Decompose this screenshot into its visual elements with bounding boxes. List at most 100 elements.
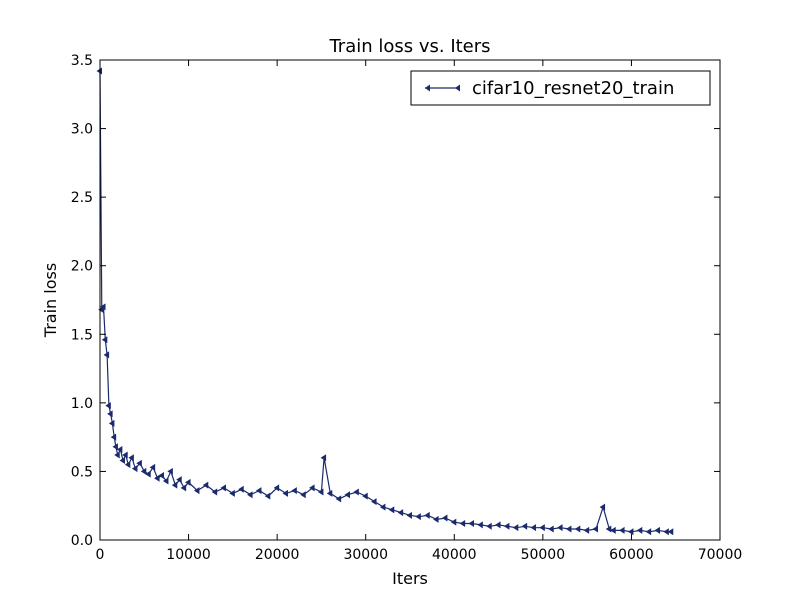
data-point-0-74 bbox=[583, 526, 590, 534]
data-point-0-17 bbox=[136, 459, 142, 467]
data-point-0-79 bbox=[619, 526, 625, 534]
y-tick-label-5: 2.5 bbox=[71, 190, 93, 206]
data-point-0-78 bbox=[610, 526, 616, 534]
data-point-0-19 bbox=[145, 470, 151, 478]
y-tick-label-3: 1.5 bbox=[71, 327, 93, 343]
data-point-0-75 bbox=[592, 525, 598, 533]
data-point-0-85 bbox=[667, 528, 674, 536]
data-point-0-44 bbox=[320, 454, 327, 462]
legend: cifar10_resnet20_train bbox=[410, 70, 711, 106]
legend-box bbox=[410, 70, 711, 106]
data-point-0-64 bbox=[495, 521, 501, 529]
data-point-0-3 bbox=[101, 336, 108, 344]
data-point-0-82 bbox=[645, 528, 652, 536]
data-point-0-49 bbox=[362, 492, 368, 500]
x-tick-label-5: 50000 bbox=[521, 547, 566, 563]
y-tick-label-7: 3.5 bbox=[71, 53, 93, 69]
data-point-0-57 bbox=[433, 515, 439, 523]
data-point-0-29 bbox=[193, 487, 200, 495]
data-point-0-84 bbox=[663, 528, 669, 536]
y-tick-label-2: 1.0 bbox=[71, 396, 93, 412]
data-point-0-10 bbox=[114, 451, 120, 459]
data-point-0-0 bbox=[96, 67, 102, 75]
data-point-0-68 bbox=[530, 524, 536, 532]
data-point-0-67 bbox=[521, 522, 528, 530]
data-point-0-40 bbox=[291, 487, 297, 495]
x-tick-label-6: 60000 bbox=[609, 547, 654, 563]
data-point-0-59 bbox=[450, 518, 457, 526]
data-point-0-76 bbox=[599, 503, 606, 511]
data-point-0-66 bbox=[512, 524, 519, 532]
data-point-0-26 bbox=[176, 476, 182, 484]
y-axis-label: Train loss bbox=[41, 263, 60, 338]
data-point-0-42 bbox=[309, 484, 315, 492]
data-point-0-77 bbox=[605, 525, 612, 533]
y-tick-label-0: 0.0 bbox=[71, 533, 93, 549]
data-point-0-56 bbox=[424, 511, 430, 519]
data-point-0-24 bbox=[167, 467, 173, 475]
series-layer bbox=[96, 67, 674, 536]
data-point-0-30 bbox=[202, 481, 209, 489]
data-point-0-62 bbox=[477, 521, 483, 529]
data-point-0-65 bbox=[503, 522, 510, 530]
x-tick-label-4: 40000 bbox=[432, 547, 477, 563]
data-point-0-54 bbox=[406, 511, 412, 519]
data-point-0-69 bbox=[539, 524, 545, 532]
data-point-0-33 bbox=[229, 489, 235, 497]
legend-marker-left bbox=[425, 84, 430, 92]
data-point-0-50 bbox=[371, 498, 377, 506]
data-point-0-18 bbox=[140, 467, 147, 475]
x-tick-label-2: 20000 bbox=[255, 547, 300, 563]
data-point-0-80 bbox=[627, 528, 634, 536]
data-point-0-4 bbox=[103, 351, 110, 359]
data-point-0-36 bbox=[255, 487, 262, 495]
data-point-0-2 bbox=[100, 303, 106, 311]
x-axis-label: Iters bbox=[392, 569, 428, 588]
data-point-0-71 bbox=[557, 524, 563, 532]
data-point-0-15 bbox=[128, 454, 134, 462]
data-point-0-20 bbox=[149, 463, 156, 471]
data-point-0-21 bbox=[154, 474, 160, 482]
legend-series-label: cifar10_resnet20_train bbox=[472, 78, 674, 99]
data-point-0-58 bbox=[441, 514, 448, 522]
data-point-0-61 bbox=[468, 520, 474, 528]
x-tick-label-7: 70000 bbox=[698, 547, 743, 563]
y-tick-label-6: 3.0 bbox=[71, 122, 93, 138]
data-point-0-12 bbox=[119, 456, 126, 464]
x-tick-label-0: 0 bbox=[96, 547, 105, 563]
data-point-0-43 bbox=[317, 488, 324, 496]
data-point-0-41 bbox=[300, 491, 306, 499]
legend-marker-right bbox=[455, 84, 460, 92]
data-point-0-47 bbox=[344, 491, 350, 499]
data-point-0-9 bbox=[112, 443, 118, 451]
data-point-0-32 bbox=[220, 484, 226, 492]
data-point-0-25 bbox=[171, 481, 178, 489]
data-point-0-7 bbox=[108, 419, 115, 427]
y-tick-label-4: 2.0 bbox=[71, 259, 93, 275]
data-point-0-37 bbox=[264, 492, 271, 500]
data-point-0-46 bbox=[335, 495, 342, 503]
data-point-0-38 bbox=[273, 484, 280, 492]
data-point-0-48 bbox=[353, 488, 359, 496]
plot-frame bbox=[99, 59, 721, 541]
data-point-0-83 bbox=[654, 526, 660, 534]
data-point-0-28 bbox=[185, 478, 191, 486]
data-point-0-72 bbox=[565, 525, 572, 533]
data-point-0-34 bbox=[238, 485, 244, 493]
data-point-0-35 bbox=[247, 491, 253, 499]
data-point-0-22 bbox=[158, 472, 164, 480]
data-point-0-5 bbox=[105, 402, 111, 410]
data-point-0-31 bbox=[211, 488, 218, 496]
data-point-0-60 bbox=[459, 520, 466, 528]
y-tick-label-1: 0.5 bbox=[71, 464, 93, 480]
data-point-0-27 bbox=[180, 484, 187, 492]
data-point-0-13 bbox=[122, 451, 128, 459]
data-point-0-8 bbox=[110, 433, 117, 441]
x-tick-label-3: 30000 bbox=[343, 547, 388, 563]
data-point-0-14 bbox=[124, 461, 131, 469]
ticks-layer: 0 10000 20000 30000 40000 50000 60000 70000 0.0 0… bbox=[71, 53, 743, 563]
data-point-0-51 bbox=[379, 503, 386, 511]
data-point-0-63 bbox=[486, 522, 492, 530]
